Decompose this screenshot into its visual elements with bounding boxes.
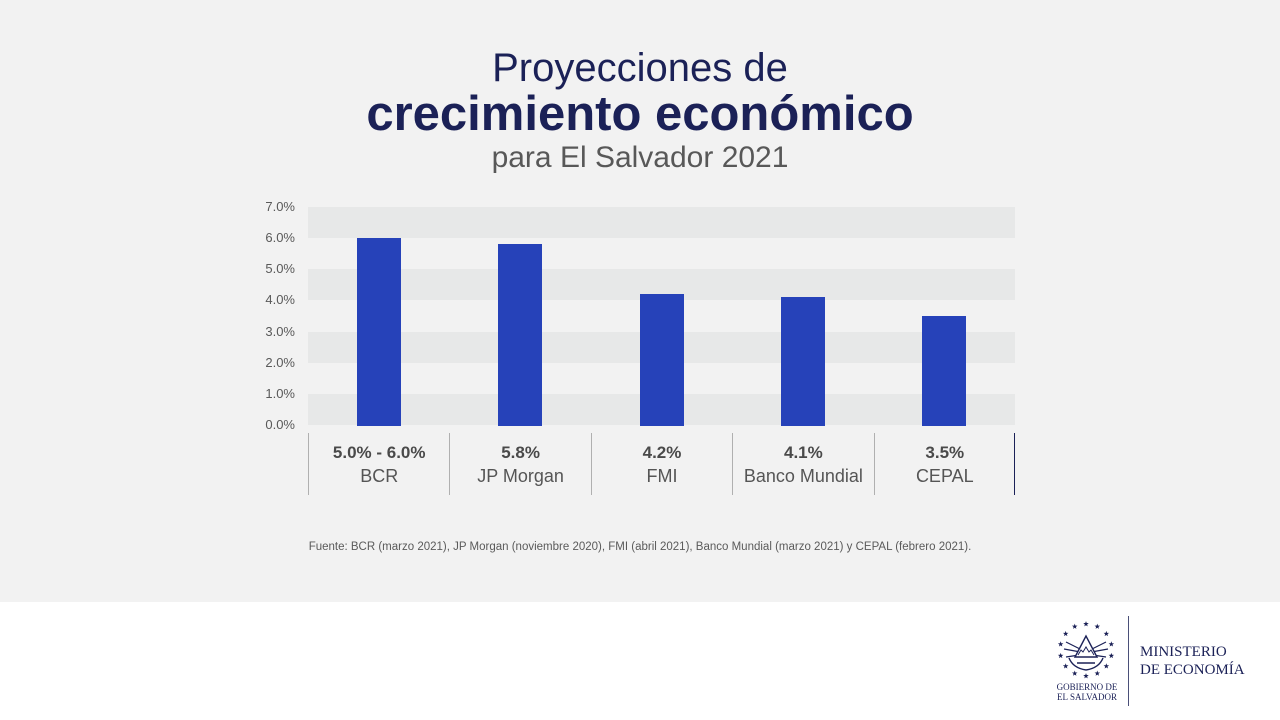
y-tick-label: 4.0%: [265, 292, 295, 308]
logo-star: [1057, 652, 1064, 659]
bar-chart: 7.0% 6.0% 5.0% 4.0% 3.0% 2.0% 1.0% 0.0% 5.0% - 6…: [265, 199, 1015, 495]
category-label: CEPAL: [915, 466, 974, 486]
bar-jp-morgan: [498, 244, 543, 426]
bar-fmi: [639, 294, 684, 426]
ministry-line-1: MINISTERIO: [1140, 644, 1227, 660]
footer-band: [0, 602, 1280, 720]
bar-banco-mundial: [780, 297, 825, 426]
data-label: 3.5%: [925, 443, 965, 462]
logo-star: [1083, 673, 1089, 679]
category-cell-fmi: 4.2% FMI: [590, 433, 732, 495]
logo-star: [1057, 641, 1064, 647]
category-label: Banco Mundial: [743, 466, 863, 486]
logo-star: [1094, 623, 1101, 629]
logo-star-ring: [1057, 621, 1115, 679]
category-label: FMI: [646, 466, 678, 486]
logo-star: [1062, 663, 1069, 669]
logo-star: [1108, 652, 1115, 659]
category-cell-cepal: 3.5% CEPAL: [873, 433, 1015, 495]
title-line-2: crecimiento económico: [366, 87, 914, 141]
title-line-1: Proyecciones de: [492, 46, 788, 90]
logo-star: [1094, 670, 1101, 676]
category-cell-bcr: 5.0% - 6.0% BCR: [308, 433, 449, 495]
logo-laurel: [1068, 657, 1104, 671]
government-logo-line-2: EL SALVADOR: [1057, 692, 1117, 702]
y-tick-label: 5.0%: [265, 261, 295, 277]
data-label: 5.8%: [501, 443, 540, 462]
category-cell-banco-mundial: 4.1% Banco Mundial: [732, 433, 873, 495]
category-cell-jp-morgan: 5.8% JP Morgan: [449, 433, 590, 495]
y-tick-label: 3.0%: [265, 323, 295, 339]
y-tick-label: 6.0%: [265, 230, 295, 246]
y-tick-label: 1.0%: [265, 385, 295, 401]
category-label: BCR: [360, 466, 399, 486]
government-logo-line-1: GOBIERNO DE: [1056, 682, 1118, 692]
source-note: Fuente: BCR (marzo 2021), JP Morgan (nov…: [308, 541, 972, 553]
ministry-line-2: DE ECONOMÍA: [1140, 662, 1245, 678]
bar-bcr: [356, 238, 401, 426]
grid-band: [308, 207, 1015, 239]
chart-subtitle: para El Salvador 2021: [491, 141, 789, 174]
bar-cepal: [922, 316, 967, 426]
category-label: JP Morgan: [477, 466, 564, 486]
footer-divider: [1128, 616, 1129, 706]
coat-of-arms-icon: [1057, 621, 1115, 679]
y-tick-label: 2.0%: [265, 354, 295, 370]
logo-star: [1083, 621, 1089, 627]
logo-star: [1071, 670, 1078, 676]
logo-star: [1103, 630, 1110, 637]
category-end-line: [1014, 433, 1015, 495]
y-tick-label: 0.0%: [265, 417, 295, 432]
ministry-name: MINISTERIO DE ECONOMÍA: [1140, 643, 1245, 679]
logo-star: [1071, 623, 1078, 629]
data-label: 5.0% - 6.0%: [332, 443, 426, 462]
data-label: 4.1%: [784, 443, 823, 462]
government-logo-text: GOBIERNO DE EL SALVADOR: [1046, 682, 1128, 702]
data-label: 4.2%: [642, 443, 682, 462]
logo-star: [1103, 663, 1110, 669]
logo-star: [1062, 630, 1069, 637]
logo-volcanoes: [1077, 646, 1095, 656]
logo-star: [1108, 641, 1115, 647]
y-tick-label: 7.0%: [265, 199, 295, 214]
